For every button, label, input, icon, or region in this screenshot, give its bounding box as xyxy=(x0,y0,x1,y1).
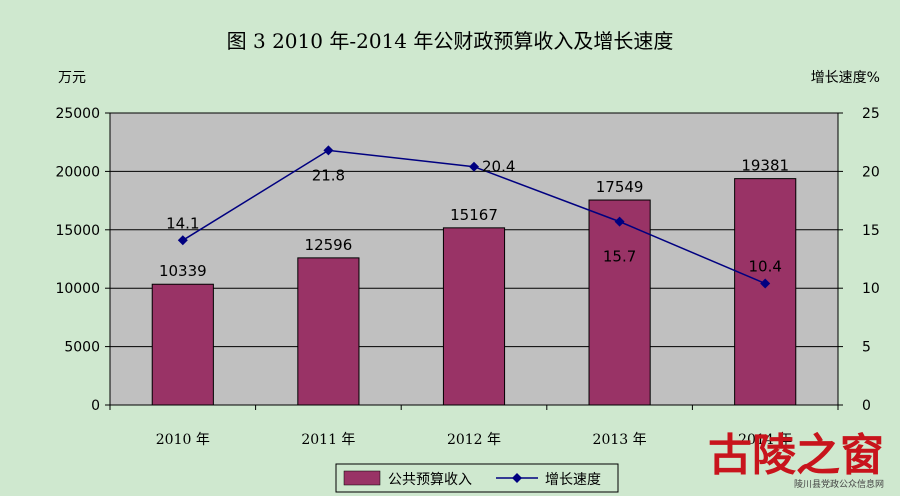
line-value-label: 21.8 xyxy=(312,166,345,184)
watermark-logo: 古陵之窗 xyxy=(708,430,884,481)
bar-series xyxy=(151,178,797,406)
bar xyxy=(734,178,797,406)
y-left-tick-label: 10000 xyxy=(55,281,100,297)
y-left-tick-label: 20000 xyxy=(55,164,100,180)
line-point xyxy=(323,145,334,156)
y-right-tick-label: 25 xyxy=(862,106,880,122)
line-value-label: 15.7 xyxy=(603,248,636,266)
watermark: 古陵之窗 陵川县党政公众信息网 xyxy=(708,430,884,490)
bar-value-label: 19381 xyxy=(741,157,789,175)
x-tick-label: 2012 年 xyxy=(447,432,501,448)
line-series xyxy=(177,145,771,289)
bar xyxy=(442,227,506,406)
legend-bar-label: 公共预算收入 xyxy=(388,472,472,488)
bar-value-label: 12596 xyxy=(305,236,353,254)
line-point xyxy=(177,235,188,246)
bar xyxy=(151,283,214,406)
line-point xyxy=(614,216,625,227)
bar xyxy=(297,257,360,406)
y-left-tick-label: 15000 xyxy=(55,223,100,239)
data-labels: 10339 12596 15167 17549 19381 14.1 21.8 20.4 15.… xyxy=(159,157,789,281)
line-value-label: 10.4 xyxy=(748,258,781,276)
y-left-tick-label: 5000 xyxy=(64,340,100,356)
bar-value-label: 15167 xyxy=(450,206,498,224)
x-tick-label: 2014 年 xyxy=(738,432,792,448)
x-tick-label: 2013 年 xyxy=(593,432,647,448)
legend-bar-swatch xyxy=(343,470,381,486)
legend: 公共预算收入 增长速度 xyxy=(335,463,619,493)
watermark-subtitle: 陵川县党政公众信息网 xyxy=(794,478,884,490)
y-right-tick-label: 15 xyxy=(862,223,880,239)
chart-title: 图 3 2010 年-2014 年公财政预算收入及增长速度 xyxy=(227,29,674,53)
legend-line-marker xyxy=(512,473,522,483)
legend-box xyxy=(335,463,619,493)
y-left-tick-label: 0 xyxy=(91,398,100,414)
line-value-label: 20.4 xyxy=(482,158,515,176)
y-right-tick-label: 5 xyxy=(862,340,871,356)
y-right-axis-label: 增长速度% xyxy=(811,70,880,86)
y-right-tick-label: 0 xyxy=(862,398,871,414)
bar-value-label: 10339 xyxy=(159,262,207,280)
legend-line-label: 增长速度 xyxy=(545,472,601,488)
axes: 0 5000 10000 15000 20000 25000 0 5 10 15 20 25 2010 … xyxy=(55,106,879,448)
y-left-tick-label: 25000 xyxy=(55,106,100,122)
bar-value-label: 17549 xyxy=(596,178,644,196)
line-value-label: 14.1 xyxy=(166,214,199,232)
line-point xyxy=(760,278,771,289)
x-tick-label: 2010 年 xyxy=(156,432,210,448)
y-right-tick-label: 10 xyxy=(862,281,880,297)
y-left-axis-label: 万元 xyxy=(58,70,86,86)
line-point xyxy=(469,161,479,172)
y-right-tick-label: 20 xyxy=(862,164,880,180)
x-tick-label: 2011 年 xyxy=(301,432,355,448)
bar xyxy=(588,199,651,406)
